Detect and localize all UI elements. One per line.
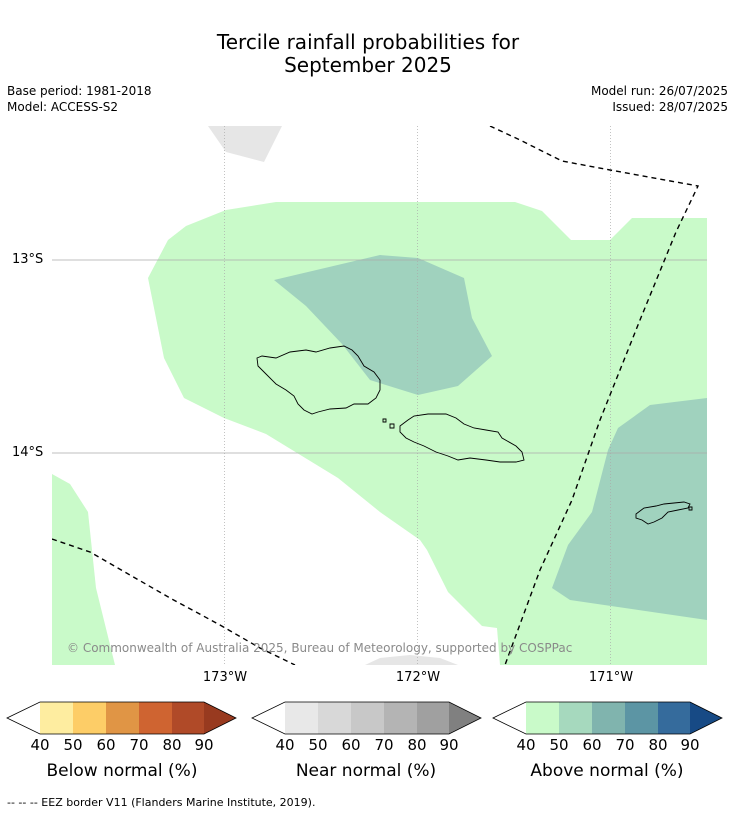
upolu-island <box>399 413 525 463</box>
tick-50: 50 <box>308 736 328 754</box>
tick-50: 50 <box>63 736 83 754</box>
title-line-2: September 2025 <box>284 53 452 77</box>
colorbar-near-extend-high <box>449 702 481 734</box>
colorbar-above-extend-low <box>493 702 526 734</box>
tick-50: 50 <box>549 736 569 754</box>
colorbar-near-swatch-1 <box>285 702 318 734</box>
colorbar-above-swatch-3 <box>592 702 625 734</box>
model-run: Model run: 26/07/2025 <box>590 84 728 98</box>
lon-label-171w: 171°W <box>588 670 634 685</box>
colorbar-below-extend-high <box>204 702 236 734</box>
tick-60: 60 <box>96 736 116 754</box>
colorbar-below-swatch-5 <box>172 702 204 734</box>
tick-80: 80 <box>648 736 668 754</box>
colorbar-below-normal <box>6 701 237 735</box>
colorbar-below-swatch-1 <box>40 702 73 734</box>
colorbar-near-normal <box>251 701 482 735</box>
tick-40: 40 <box>516 736 536 754</box>
colorbar-above-swatch-5 <box>658 702 690 734</box>
tick-80: 80 <box>407 736 427 754</box>
tick-70: 70 <box>374 736 394 754</box>
colorbar-near-swatch-5 <box>417 702 449 734</box>
graticule <box>52 126 707 665</box>
colorbar-below-swatch-4 <box>139 702 172 734</box>
above-normal-region-center <box>274 255 492 395</box>
copyright-notice: © Commonwealth of Australia 2025, Bureau… <box>67 641 573 655</box>
title-line-1: Tercile rainfall probabilities for <box>216 30 520 54</box>
tutuila-island <box>635 501 691 525</box>
eez-legend-note: -- -- -- EEZ border V11 (Flanders Marine… <box>7 796 316 809</box>
colorbar-below-swatch-2 <box>73 702 106 734</box>
meta-right: Model run: 26/07/2025 Issued: 28/07/2025 <box>591 83 728 115</box>
tick-40: 40 <box>275 736 295 754</box>
colorbar-near-swatch-4 <box>384 702 417 734</box>
tick-40: 40 <box>30 736 50 754</box>
model-name: Model: ACCESS-S2 <box>7 100 119 114</box>
manono-islet <box>382 418 387 423</box>
tick-90: 90 <box>439 736 459 754</box>
tick-70: 70 <box>615 736 635 754</box>
near-normal-region-bottom <box>365 655 458 665</box>
tick-90: 90 <box>194 736 214 754</box>
colorbar-below-extend-low <box>7 702 40 734</box>
islands <box>256 345 693 525</box>
lat-label-13s: 13°S <box>12 252 44 267</box>
colorbar-below-title: Below normal (%) <box>46 761 198 781</box>
above-normal-region-east <box>552 398 707 620</box>
colorbar-near-swatch-2 <box>318 702 351 734</box>
aunuu-islet <box>688 506 693 511</box>
colorbar-near-title: Near normal (%) <box>295 761 437 781</box>
colorbar-near-extend-low <box>252 702 285 734</box>
tick-80: 80 <box>162 736 182 754</box>
tick-60: 60 <box>341 736 361 754</box>
colorbar-above-swatch-2 <box>559 702 592 734</box>
tick-60: 60 <box>582 736 602 754</box>
tick-90: 90 <box>680 736 700 754</box>
colorbar-above-swatch-4 <box>625 702 658 734</box>
lon-label-172w: 172°W <box>395 670 441 685</box>
apolima-islet <box>389 423 395 429</box>
colorbar-below-swatch-3 <box>106 702 139 734</box>
eez-border <box>52 126 700 665</box>
lon-label-173w: 173°W <box>202 670 248 685</box>
colorbar-near-swatch-3 <box>351 702 384 734</box>
near-normal-region-top <box>208 126 282 162</box>
savaii-island <box>256 345 381 415</box>
map-plot-area <box>52 126 707 665</box>
lat-label-14s: 14°S <box>12 445 44 460</box>
issued-date: Issued: 28/07/2025 <box>612 100 728 114</box>
colorbar-above-normal <box>492 701 723 735</box>
map-title: Tercile rainfall probabilities for Septe… <box>0 31 736 77</box>
colorbar-above-title: Above normal (%) <box>530 761 684 781</box>
meta-left: Base period: 1981-2018 Model: ACCESS-S2 <box>7 83 152 115</box>
base-period: Base period: 1981-2018 <box>7 84 152 98</box>
colorbar-above-extend-high <box>690 702 722 734</box>
colorbar-above-swatch-1 <box>526 702 559 734</box>
tick-70: 70 <box>129 736 149 754</box>
above-normal-region-west <box>52 474 115 665</box>
